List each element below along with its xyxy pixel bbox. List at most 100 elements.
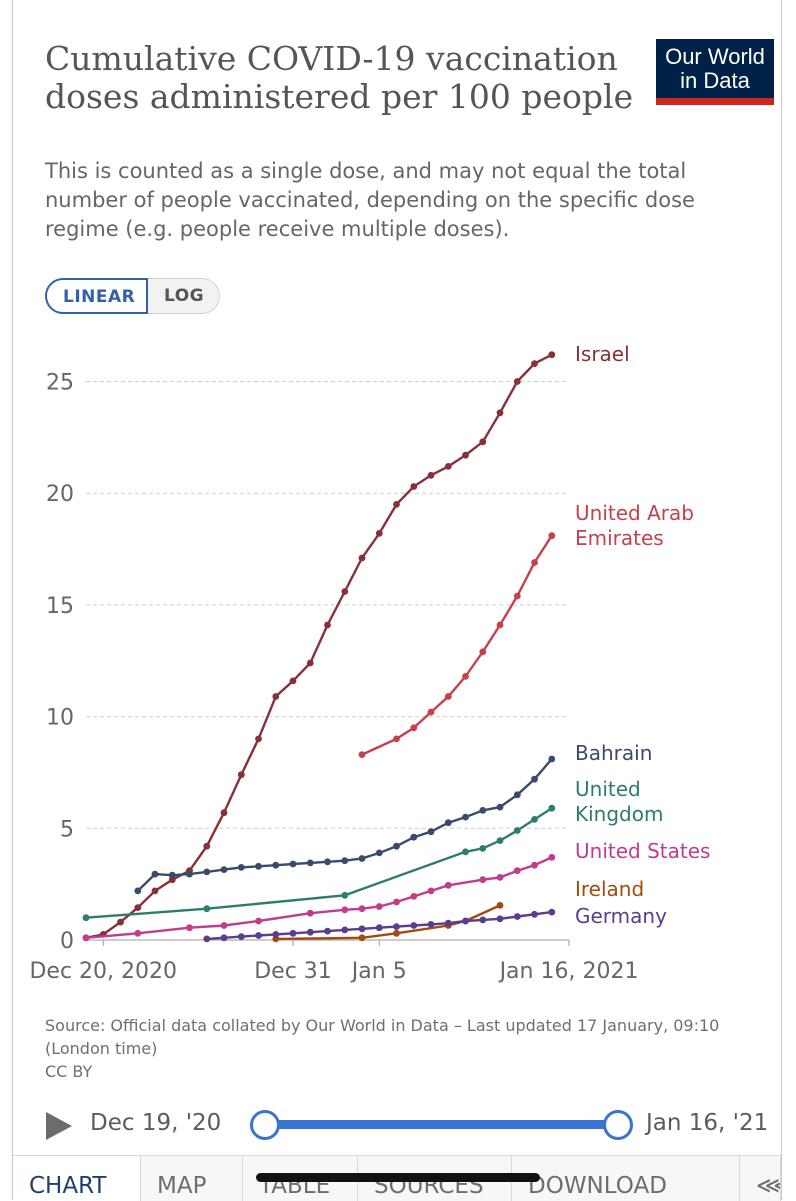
- data-point: [117, 918, 124, 926]
- data-point: [289, 677, 297, 685]
- data-point: [479, 916, 487, 924]
- logo-line2: in Data: [680, 68, 750, 93]
- data-point: [134, 904, 142, 911]
- data-point: [427, 887, 435, 895]
- data-point: [548, 532, 556, 540]
- data-point: [255, 932, 262, 939]
- timeline-end-handle[interactable]: [603, 1110, 633, 1140]
- data-point: [237, 933, 245, 940]
- data-point: [496, 803, 504, 811]
- data-point: [513, 827, 521, 834]
- frame-border-left: [12, 0, 13, 1200]
- tab-chart[interactable]: CHART: [13, 1156, 141, 1201]
- data-point: [479, 438, 487, 446]
- data-point: [358, 934, 366, 942]
- data-point: [306, 909, 314, 917]
- play-icon[interactable]: [46, 1112, 72, 1140]
- data-point: [255, 862, 262, 870]
- x-tick-label: Dec 20, 2020: [29, 959, 177, 984]
- data-point: [444, 919, 452, 927]
- data-point: [531, 910, 538, 918]
- share-icon[interactable]: ⋘: [740, 1156, 781, 1201]
- data-point: [186, 870, 193, 878]
- timeline-end-label: Jan 16, '21: [646, 1110, 769, 1136]
- data-point: [203, 868, 211, 876]
- series-label: United: [575, 777, 641, 801]
- tab-map[interactable]: MAP: [141, 1156, 243, 1201]
- data-point: [496, 621, 504, 629]
- data-point: [358, 855, 366, 862]
- series-label: Emirates: [575, 526, 664, 550]
- log-scale-button[interactable]: LOG: [148, 278, 220, 314]
- data-point: [220, 809, 228, 817]
- data-point: [444, 463, 452, 470]
- data-point: [151, 870, 159, 878]
- scale-toggle: LINEAR LOG: [45, 278, 220, 314]
- data-point: [151, 887, 159, 895]
- data-point: [220, 934, 228, 942]
- data-point: [548, 351, 556, 359]
- data-point: [531, 861, 538, 869]
- data-point: [272, 693, 280, 700]
- data-point: [134, 929, 142, 937]
- data-point: [548, 804, 556, 812]
- data-point: [203, 935, 211, 943]
- tab-download[interactable]: DOWNLOAD: [512, 1156, 740, 1201]
- data-point: [306, 928, 314, 936]
- logo-line1: Our World: [665, 44, 765, 69]
- data-point: [358, 925, 366, 933]
- data-point: [427, 828, 435, 836]
- linear-scale-button[interactable]: LINEAR: [45, 278, 148, 314]
- series-label: United States: [575, 839, 710, 863]
- data-point: [548, 853, 556, 861]
- data-point: [444, 693, 452, 700]
- data-point: [444, 881, 452, 889]
- data-point: [531, 559, 538, 566]
- data-point: [375, 903, 383, 910]
- chart-title: Cumulative COVID-19 vaccination doses ad…: [45, 39, 634, 116]
- data-point: [272, 861, 280, 869]
- frame-border-right: [781, 0, 782, 1200]
- series-line: [85, 353, 553, 939]
- data-point: [324, 927, 331, 935]
- data-point: [531, 775, 538, 783]
- series-line: [275, 904, 501, 941]
- home-indicator: [256, 1173, 540, 1182]
- series-line: [361, 535, 553, 756]
- data-point: [186, 924, 193, 932]
- data-point: [358, 751, 366, 758]
- data-point: [134, 887, 142, 895]
- y-tick-label: 15: [46, 594, 74, 619]
- y-tick-label: 10: [46, 706, 74, 731]
- data-point: [375, 924, 383, 932]
- y-tick-label: 0: [60, 929, 74, 954]
- x-tick-label: Dec 31: [254, 959, 332, 984]
- source-text: Source: Official data collated by Our Wo…: [45, 1016, 720, 1058]
- series-label: Germany: [575, 904, 667, 928]
- timeline-track[interactable]: [264, 1120, 618, 1129]
- data-point: [393, 735, 400, 743]
- timeline-start-handle[interactable]: [250, 1110, 280, 1140]
- data-point: [513, 791, 521, 799]
- license-text[interactable]: CC BY: [45, 1062, 93, 1081]
- x-tick-label: Jan 5: [350, 959, 407, 984]
- data-point: [168, 871, 176, 879]
- data-point: [496, 902, 504, 909]
- owid-logo[interactable]: Our World in Data: [656, 39, 774, 105]
- data-point: [479, 648, 487, 656]
- data-point: [548, 908, 556, 916]
- data-point: [358, 554, 366, 562]
- data-point: [375, 530, 383, 537]
- data-point: [496, 874, 504, 881]
- data-point: [203, 905, 211, 913]
- data-point: [393, 842, 400, 850]
- data-point: [444, 819, 452, 827]
- data-point: [220, 866, 228, 873]
- data-point: [479, 876, 487, 884]
- data-point: [220, 922, 228, 929]
- data-point: [393, 501, 400, 508]
- data-point: [306, 859, 314, 867]
- data-point: [513, 378, 521, 385]
- y-tick-label: 20: [46, 482, 74, 507]
- data-point: [462, 917, 469, 925]
